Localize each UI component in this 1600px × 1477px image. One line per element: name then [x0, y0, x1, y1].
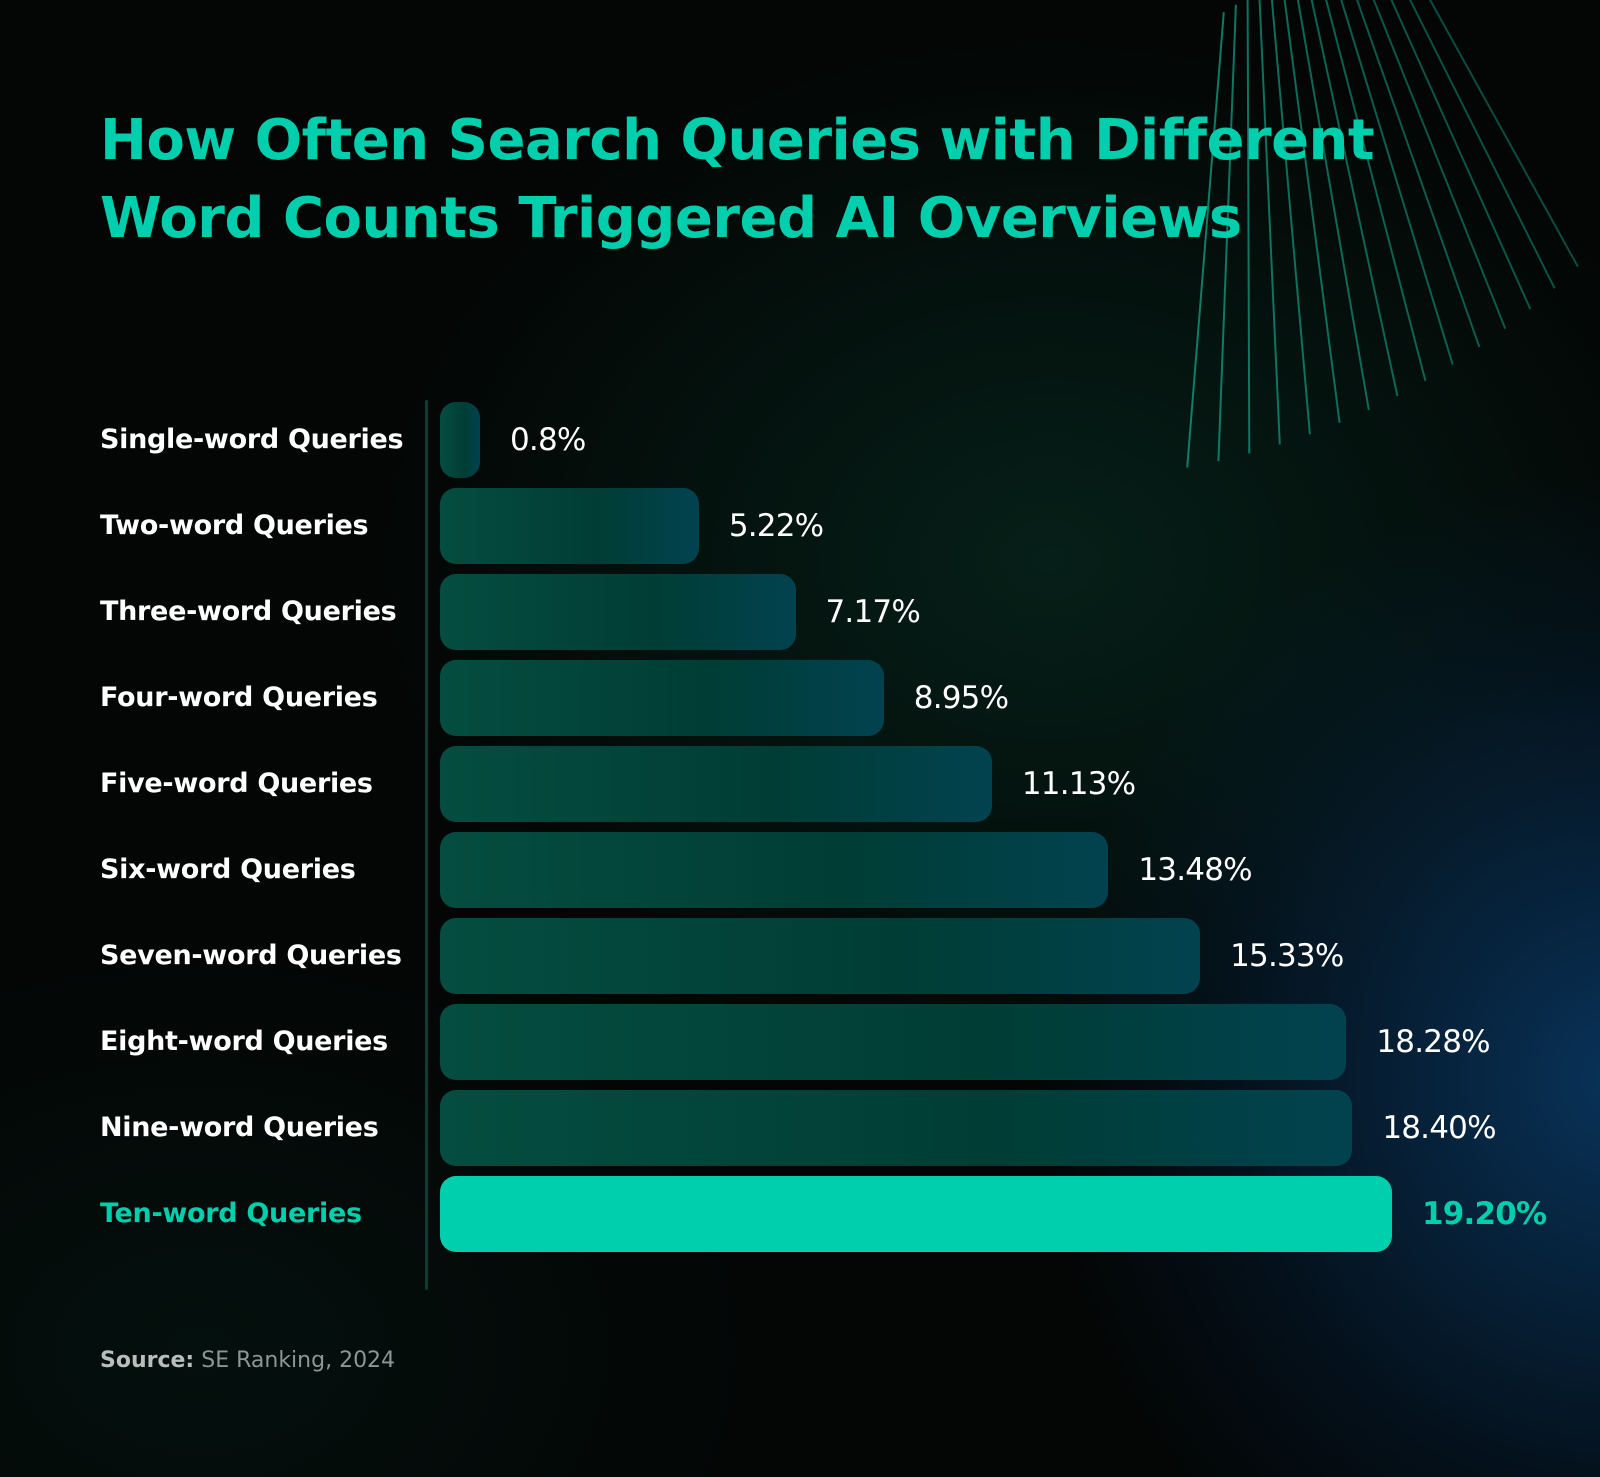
category-label: Ten-word Queries	[100, 1176, 362, 1252]
bar-row: Nine-word Queries 18.40%	[0, 1090, 1600, 1166]
category-label: Nine-word Queries	[100, 1090, 378, 1166]
bar	[440, 746, 992, 822]
bar	[440, 1090, 1352, 1166]
value-label: 13.48%	[1138, 832, 1251, 908]
bar	[440, 918, 1200, 994]
value-label: 15.33%	[1230, 918, 1343, 994]
value-label: 11.13%	[1022, 746, 1135, 822]
bar	[440, 488, 699, 564]
category-label: Eight-word Queries	[100, 1004, 388, 1080]
category-label: Five-word Queries	[100, 746, 373, 822]
source-text: SE Ranking, 2024	[201, 1348, 395, 1373]
bar-row: Two-word Queries 5.22%	[0, 488, 1600, 564]
value-label: 0.8%	[510, 402, 586, 478]
bar-row: Four-word Queries 8.95%	[0, 660, 1600, 736]
bar-row: Single-word Queries 0.8%	[0, 402, 1600, 478]
bar	[440, 1176, 1392, 1252]
bar-row: Eight-word Queries 18.28%	[0, 1004, 1600, 1080]
bar-row: Six-word Queries 13.48%	[0, 832, 1600, 908]
bar-row: Five-word Queries 11.13%	[0, 746, 1600, 822]
value-label: 19.20%	[1422, 1176, 1546, 1252]
category-label: Three-word Queries	[100, 574, 396, 650]
bar	[440, 832, 1108, 908]
category-label: Four-word Queries	[100, 660, 378, 736]
value-label: 5.22%	[729, 488, 823, 564]
bar	[440, 660, 884, 736]
value-label: 8.95%	[914, 660, 1008, 736]
source-label: Source:	[100, 1348, 194, 1373]
value-label: 7.17%	[826, 574, 920, 650]
category-label: Single-word Queries	[100, 402, 403, 478]
value-label: 18.28%	[1376, 1004, 1489, 1080]
bar	[440, 402, 480, 478]
bar-row: Ten-word Queries 19.20%	[0, 1176, 1600, 1252]
bar-row: Three-word Queries 7.17%	[0, 574, 1600, 650]
category-label: Two-word Queries	[100, 488, 368, 564]
value-label: 18.40%	[1382, 1090, 1495, 1166]
bar	[440, 574, 796, 650]
bar	[440, 1004, 1346, 1080]
bar-row: Seven-word Queries 15.33%	[0, 918, 1600, 994]
category-label: Seven-word Queries	[100, 918, 402, 994]
source-note: Source: SE Ranking, 2024	[100, 1348, 395, 1373]
category-label: Six-word Queries	[100, 832, 356, 908]
